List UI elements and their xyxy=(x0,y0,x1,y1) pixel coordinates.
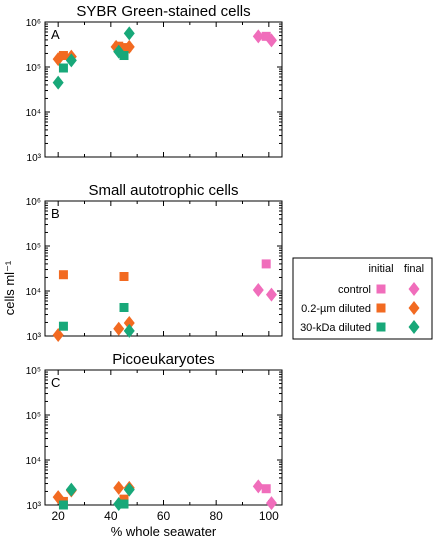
legend-entry-label: 30-kDa diluted xyxy=(300,322,371,334)
y-tick-label: 10³ xyxy=(27,153,42,164)
y-tick-label: 10³ xyxy=(27,501,42,512)
final-diamond-point xyxy=(265,496,277,511)
final-diamond-point xyxy=(252,479,264,494)
y-tick-label: 10⁵ xyxy=(26,411,41,422)
legend-final-diamond xyxy=(408,282,420,296)
final-diamond-point xyxy=(252,283,264,298)
initial-square-point xyxy=(58,321,68,331)
panel-title: SYBR Green-stained cells xyxy=(76,3,250,20)
y-axis-label: cells ml⁻¹ xyxy=(2,260,17,315)
y-tick-label: 10³ xyxy=(27,332,42,343)
y-tick-label: 10⁴ xyxy=(26,287,41,298)
panel-letter: C xyxy=(51,375,60,390)
x-tick-label: 40 xyxy=(104,509,118,523)
final-diamond-point xyxy=(65,53,77,68)
initial-square-point xyxy=(119,494,129,504)
final-diamond-point xyxy=(123,323,135,338)
panel-letter: A xyxy=(51,27,60,42)
panels-group: SYBR Green-stained cellsA10³10⁴10⁵10⁶Sma… xyxy=(26,3,283,539)
panel-a: SYBR Green-stained cells A 10³ 10⁴ 10⁵ 10⁶ xyxy=(26,3,283,164)
legend-header-initial: initial xyxy=(368,263,393,275)
x-tick-label: 80 xyxy=(209,509,223,523)
final-diamond-point xyxy=(52,328,64,343)
final-diamond-point xyxy=(65,482,77,497)
legend-entry-label: 0.2-µm diluted xyxy=(301,303,371,315)
y-tick-label: 10⁵ xyxy=(26,366,41,377)
final-diamond-point xyxy=(265,33,277,48)
legend-initial-square xyxy=(376,303,386,313)
initial-square-point xyxy=(58,270,68,280)
plot-frame xyxy=(44,369,283,506)
plot-frame xyxy=(44,21,283,158)
x-tick-label: 60 xyxy=(157,509,171,523)
final-diamond-point xyxy=(52,75,64,90)
legend-header-final: final xyxy=(404,263,424,275)
y-tick-label: 10⁵ xyxy=(26,63,41,74)
y-tick-label: 10⁴ xyxy=(26,456,41,467)
final-diamond-point xyxy=(113,497,125,512)
panel-c: Picoeukaryotes C 10³ 10⁴ 10⁵ 10⁵ 20 40 60 80 100 % … xyxy=(26,351,283,539)
x-tick-label: 100 xyxy=(259,509,279,523)
x-tick-label: 20 xyxy=(51,509,65,523)
initial-square-point xyxy=(58,51,68,61)
y-tick-label: 10⁵ xyxy=(26,242,41,253)
legend-entry-label: control xyxy=(338,284,371,296)
initial-square-point xyxy=(119,51,129,61)
final-diamond-point xyxy=(113,321,125,336)
legend-box xyxy=(292,257,433,340)
initial-square-point xyxy=(119,272,129,282)
final-diamond-point xyxy=(252,29,264,44)
panel-b: Small autotrophic cells B 10³ 10⁴ 10⁵ 10⁶ xyxy=(26,182,283,343)
legend-initial-square xyxy=(376,284,386,294)
final-diamond-point xyxy=(123,482,135,497)
plot-frame xyxy=(44,200,283,337)
final-diamond-point xyxy=(123,26,135,41)
legend-final-diamond xyxy=(408,320,420,334)
final-diamond-point xyxy=(52,52,64,67)
legend-initial-square xyxy=(376,322,386,332)
y-tick-label: 10⁶ xyxy=(26,197,41,208)
panel-title: Picoeukaryotes xyxy=(112,351,215,368)
legend: initial final control 0.2-µm diluted 30-kDa … xyxy=(292,257,433,340)
y-tick-label: 10⁶ xyxy=(26,18,41,29)
final-diamond-point xyxy=(113,44,125,59)
panel-title: Small autotrophic cells xyxy=(88,182,238,199)
initial-square-point xyxy=(58,500,68,510)
initial-square-point xyxy=(261,484,271,494)
final-diamond-point xyxy=(123,39,135,54)
panel-letter: B xyxy=(51,206,60,221)
final-diamond-point xyxy=(123,315,135,330)
final-diamond-point xyxy=(265,287,277,302)
y-tick-label: 10⁴ xyxy=(26,108,41,119)
legend-final-diamond xyxy=(408,301,420,315)
initial-square-point xyxy=(261,31,271,41)
initial-square-point xyxy=(58,63,68,73)
final-diamond-point xyxy=(113,480,125,495)
initial-square-point xyxy=(119,302,129,312)
x-axis-label: % whole seawater xyxy=(111,524,217,539)
initial-square-point xyxy=(261,259,271,269)
